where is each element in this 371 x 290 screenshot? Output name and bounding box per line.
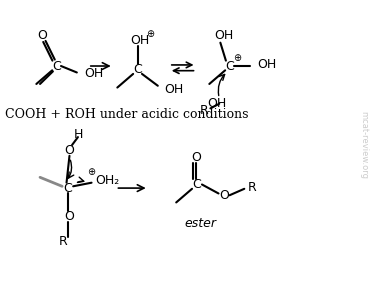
Text: O: O [219,189,229,202]
Text: C: C [192,178,201,191]
Text: O: O [65,144,75,157]
Text: C: C [63,182,72,195]
Text: H: H [74,128,83,141]
Text: OH: OH [130,35,149,47]
Text: R: R [200,104,208,117]
Text: OH: OH [164,83,183,96]
Text: mcat-review.org: mcat-review.org [359,111,368,179]
Text: ⊕: ⊕ [88,167,96,177]
Text: C: C [133,63,142,76]
Text: ⊕: ⊕ [234,53,242,63]
Text: OH: OH [257,58,276,71]
Text: R: R [59,235,68,249]
Text: ester: ester [184,218,216,231]
Text: ⊕: ⊕ [147,29,154,39]
Text: OH: OH [207,97,226,110]
Text: COOH + ROH under acidic conditions: COOH + ROH under acidic conditions [5,108,249,121]
Text: OH: OH [84,67,104,80]
Text: O: O [65,210,75,223]
Text: R: R [247,181,256,194]
Text: C: C [52,59,61,72]
Text: OH₂: OH₂ [95,174,119,187]
Text: O: O [191,151,201,164]
Text: O: O [38,29,47,42]
Text: C: C [225,59,234,72]
Text: OH: OH [214,29,234,42]
